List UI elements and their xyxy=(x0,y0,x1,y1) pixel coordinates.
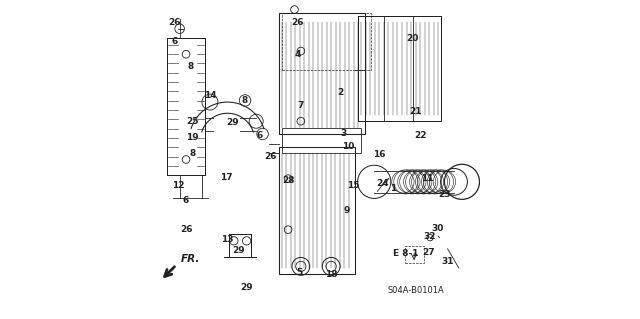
Text: E 8-1: E 8-1 xyxy=(394,249,419,258)
Text: 8: 8 xyxy=(188,63,194,71)
Text: 29: 29 xyxy=(232,246,245,255)
Text: 23: 23 xyxy=(438,190,451,199)
Text: 28: 28 xyxy=(282,176,294,185)
Text: 2: 2 xyxy=(338,88,344,97)
Text: 3: 3 xyxy=(340,130,347,138)
Bar xyxy=(282,13,371,70)
Text: 8: 8 xyxy=(242,96,248,105)
Text: 31: 31 xyxy=(442,257,454,266)
Text: FR.: FR. xyxy=(181,254,200,263)
Text: 11: 11 xyxy=(420,174,433,183)
Text: 27: 27 xyxy=(422,248,435,256)
Text: 8: 8 xyxy=(189,149,196,158)
Text: 18: 18 xyxy=(325,270,337,279)
Text: 26: 26 xyxy=(168,18,181,27)
Text: 32: 32 xyxy=(424,232,436,241)
Text: 9: 9 xyxy=(344,206,350,215)
Text: 16: 16 xyxy=(372,150,385,159)
Text: 4: 4 xyxy=(294,50,301,59)
Text: 19: 19 xyxy=(186,133,198,142)
Text: 6: 6 xyxy=(172,37,178,46)
Text: 26: 26 xyxy=(291,18,304,27)
Text: 22: 22 xyxy=(414,131,427,140)
Text: 6: 6 xyxy=(256,131,262,140)
Text: 12: 12 xyxy=(172,181,184,189)
Text: 29: 29 xyxy=(226,118,239,127)
Text: 1: 1 xyxy=(390,184,397,193)
Text: S04A-B0101A: S04A-B0101A xyxy=(387,286,444,295)
Text: 24: 24 xyxy=(376,179,388,188)
Text: 15: 15 xyxy=(348,181,360,189)
Text: 7: 7 xyxy=(298,101,304,110)
Text: 26: 26 xyxy=(264,152,277,161)
Text: 20: 20 xyxy=(406,34,419,43)
Text: 26: 26 xyxy=(180,225,192,234)
Text: 5: 5 xyxy=(296,268,302,277)
Text: 17: 17 xyxy=(220,173,232,182)
Text: 6: 6 xyxy=(183,197,189,205)
Text: 10: 10 xyxy=(342,142,355,151)
Text: 21: 21 xyxy=(410,107,422,116)
Text: 29: 29 xyxy=(240,283,253,292)
Text: 14: 14 xyxy=(204,91,216,100)
Text: 25: 25 xyxy=(186,117,198,126)
Bar xyxy=(404,246,424,263)
Text: 13: 13 xyxy=(221,235,234,244)
Text: 30: 30 xyxy=(432,224,444,233)
